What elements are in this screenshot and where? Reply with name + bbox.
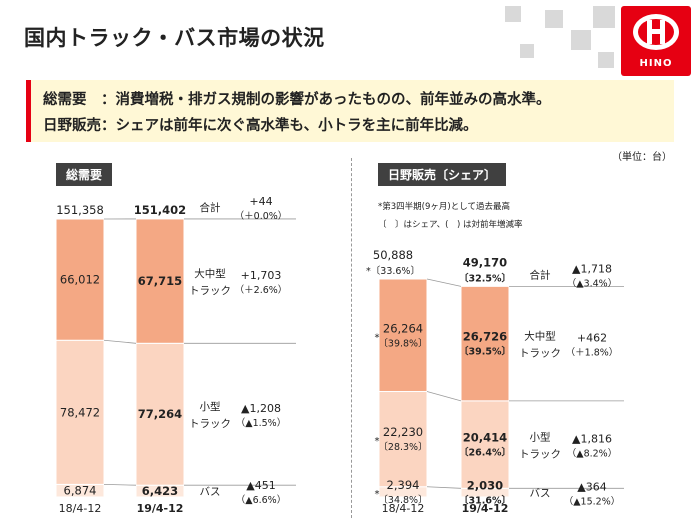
total-share-label: 〔32.5%〕: [459, 272, 511, 284]
series-change-pct: （▲15.2%）: [564, 496, 621, 508]
note-legend: 〔 〕はシェア、( ) は対前年増減率: [378, 220, 523, 230]
category-tick-label: 19/4-12: [462, 502, 509, 515]
total-label: 合計: [200, 201, 221, 214]
bar-segment: [55, 339, 105, 485]
series-label: トラック: [519, 449, 561, 461]
record-star: *: [375, 489, 380, 500]
series-change: ▲364: [577, 481, 606, 494]
series-change: +462: [577, 332, 607, 345]
connector-line: [426, 486, 462, 489]
share-label: 〔39.8%〕: [378, 337, 427, 349]
header-decoration: [520, 44, 534, 58]
summary-line-demand: 総需要 ：消費増税・排ガス規制の影響があったものの、前年並みの高水準。: [43, 92, 551, 108]
header-decoration: [598, 52, 614, 68]
connector-line: [103, 339, 137, 344]
hino-logo: HINO: [621, 6, 691, 76]
data-label: 67,715: [138, 274, 182, 288]
category-tick-label: 18/4-12: [59, 502, 102, 515]
series-change: ▲1,816: [572, 433, 612, 446]
total-change: +44: [249, 195, 272, 208]
category-tick-label: 19/4-12: [137, 502, 184, 515]
header-decoration: [593, 6, 615, 28]
share-label: 〔39.5%〕: [459, 346, 511, 358]
header-decoration: [545, 10, 563, 28]
section-label-total-demand: 総需要: [56, 163, 113, 186]
series-change: ▲1,208: [241, 402, 281, 415]
total-change: ▲1,718: [572, 262, 612, 275]
bar-segment: [460, 400, 510, 489]
series-label: 小型: [530, 431, 551, 444]
category-tick-label: 18/4-12: [382, 502, 425, 515]
bar-segment: [378, 391, 428, 488]
series-label: 大中型: [524, 330, 556, 343]
series-change: +1,703: [241, 269, 282, 282]
section-divider: [351, 158, 352, 518]
total-label: 50,888: [373, 248, 413, 262]
total-share-label: *〔33.6%〕: [366, 265, 420, 277]
data-label: 6,423: [142, 484, 178, 498]
series-label: トラック: [189, 285, 231, 297]
header-decoration: [505, 6, 521, 22]
total-label: 49,170: [463, 255, 507, 269]
hino-emblem-icon: [633, 14, 679, 50]
data-label: 77,264: [138, 407, 182, 421]
share-label: 〔28.3%〕: [378, 441, 427, 453]
series-change: ▲451: [246, 479, 275, 492]
data-label: 26,726: [463, 330, 507, 344]
data-label: 6,874: [64, 484, 97, 498]
summary-line-hino: 日野販売：シェアは前年に次ぐ高水準も、小トラを主に前年比減。: [43, 118, 478, 134]
connector-line: [103, 483, 137, 486]
series-change-pct: （▲6.6%）: [236, 494, 286, 506]
series-label: 大中型: [194, 267, 226, 280]
share-label: 〔31.6%〕: [459, 495, 511, 507]
bar-segment: [55, 218, 105, 341]
total-label: 151,358: [56, 203, 104, 217]
unit-note: （単位：台）: [612, 152, 672, 163]
section-label-hino-sales: 日野販売〔シェア〕: [378, 163, 507, 186]
series-label: トラック: [189, 418, 231, 430]
series-label: 小型: [200, 400, 221, 413]
total-change-pct: （▲3.4%）: [567, 277, 617, 289]
series-label: トラック: [519, 348, 561, 360]
total-label: 合計: [530, 268, 551, 281]
series-change-pct: （＋1.8%）: [566, 347, 619, 359]
series-label: バス: [200, 486, 221, 498]
data-label: 20,414: [463, 431, 507, 445]
bar-segment: [460, 285, 510, 402]
data-label: 66,012: [60, 273, 100, 287]
series-change-pct: （＋2.6%）: [235, 284, 288, 296]
connector-line: [426, 278, 462, 287]
record-star: *: [375, 436, 380, 447]
share-label: 〔26.4%〕: [459, 447, 511, 459]
bar-segment: [378, 278, 428, 393]
total-label: 151,402: [134, 203, 186, 217]
data-label: 26,264: [383, 321, 423, 335]
series-change-pct: （▲1.5%）: [236, 417, 286, 429]
series-change-pct: （▲8.2%）: [567, 448, 617, 460]
data-label: 22,230: [383, 425, 423, 439]
bar-segment: [135, 218, 185, 344]
hino-h-icon: [647, 20, 665, 44]
connector-line: [426, 391, 462, 402]
page-title: 国内トラック・バス市場の状況: [24, 26, 325, 50]
data-label: 2,030: [467, 479, 503, 493]
total-change-pct: （＋0.0%）: [235, 210, 288, 222]
data-label: 2,394: [387, 478, 420, 492]
share-label: 〔34.8%〕: [378, 494, 427, 506]
logo-text: HINO: [639, 58, 673, 69]
header-decoration: [571, 30, 591, 50]
series-label: バス: [530, 488, 551, 500]
note-record: *第3四半期(9ヶ月)として過去最高: [378, 202, 510, 212]
record-star: *: [375, 332, 380, 343]
data-label: 78,472: [60, 405, 100, 419]
summary-box: 総需要 ：消費増税・排ガス規制の影響があったものの、前年並みの高水準。 日野販売…: [26, 80, 674, 142]
